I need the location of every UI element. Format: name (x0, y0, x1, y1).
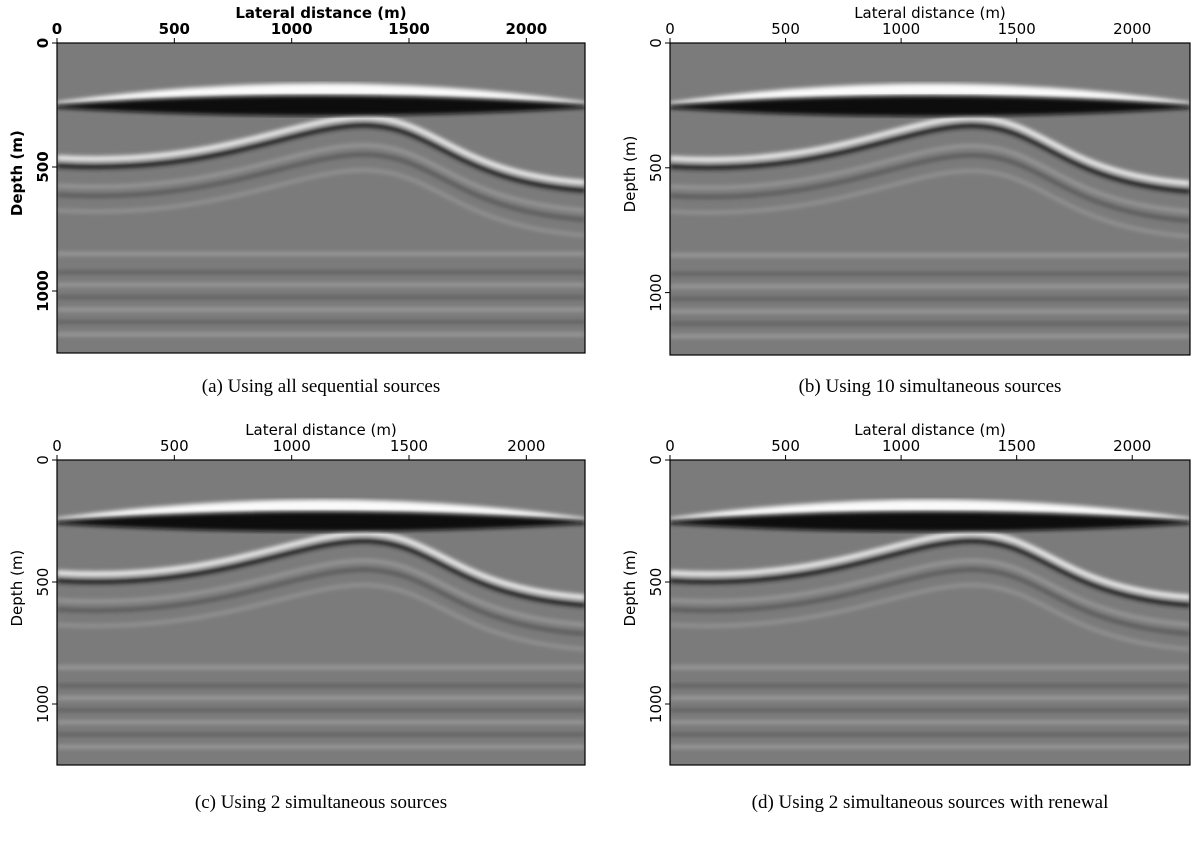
x-tick-label: 1000 (882, 20, 920, 38)
seismic-image (670, 460, 1190, 765)
dome (57, 530, 585, 600)
y-axis-label: Depth (m) (8, 550, 26, 627)
x-tick-label: 2000 (1113, 437, 1151, 455)
frame (669, 42, 1191, 356)
dome (57, 559, 585, 627)
y-tick-label: 1000 (34, 685, 52, 723)
y-tick-label: 0 (34, 455, 52, 465)
band-black (670, 96, 1190, 117)
y-tick-label: 0 (647, 455, 665, 465)
seismic-image (57, 43, 585, 353)
dome (57, 168, 585, 237)
x-tick-label: 500 (771, 20, 800, 38)
x-tick-label: 500 (160, 437, 189, 455)
dome (57, 538, 585, 608)
y-axis-label: Depth (m) (621, 550, 639, 627)
y-tick-label: 500 (647, 568, 665, 597)
band-black (57, 511, 585, 532)
dome (670, 538, 1190, 608)
caption: (b) Using 10 simultaneous sources (799, 376, 1062, 397)
dome (57, 153, 585, 222)
reflectors (57, 114, 585, 336)
x-tick-label: 1500 (998, 437, 1036, 455)
reflectors (670, 115, 1190, 338)
dome (57, 143, 585, 212)
caption: (a) Using all sequential sources (202, 376, 440, 397)
dome (57, 583, 585, 651)
dome (670, 144, 1190, 213)
dome (670, 115, 1190, 186)
dome (670, 583, 1190, 651)
x-tick-label: 1500 (388, 20, 430, 38)
y-axis-label: Depth (m) (621, 136, 639, 213)
dome (57, 114, 585, 185)
x-tick-label: 1500 (390, 437, 428, 455)
frame (669, 459, 1191, 766)
x-tick-label: 1500 (998, 20, 1036, 38)
x-tick-label: 0 (665, 437, 675, 455)
reflectors (57, 530, 585, 749)
x-tick-label: 2000 (507, 437, 545, 455)
seismic-image (57, 460, 585, 765)
x-axis-label: Lateral distance (m) (235, 4, 406, 22)
frame (56, 42, 586, 354)
caption: (d) Using 2 simultaneous sources with re… (752, 792, 1109, 813)
y-tick-label: 500 (34, 151, 52, 182)
dome (670, 559, 1190, 627)
x-axis-label: Lateral distance (m) (854, 4, 1006, 22)
y-tick-label: 500 (647, 153, 665, 182)
x-tick-label: 0 (665, 20, 675, 38)
x-tick-label: 2000 (505, 20, 547, 38)
x-tick-label: 2000 (1113, 20, 1151, 38)
band-black (57, 95, 585, 116)
x-tick-label: 500 (159, 20, 190, 38)
dome (670, 123, 1190, 194)
x-axis-label: Lateral distance (m) (854, 421, 1006, 439)
band-white (57, 83, 585, 105)
frame (56, 459, 586, 766)
reflectors (670, 530, 1190, 749)
y-tick-label: 1000 (647, 274, 665, 312)
x-tick-label: 1000 (882, 437, 920, 455)
y-tick-label: 0 (34, 38, 52, 48)
x-tick-label: 500 (771, 437, 800, 455)
dome (670, 568, 1190, 636)
dome (670, 153, 1190, 223)
dome (670, 169, 1190, 238)
x-tick-label: 0 (52, 437, 62, 455)
dome (57, 122, 585, 193)
y-tick-label: 1000 (34, 270, 52, 312)
y-axis-label: Depth (m) (8, 130, 26, 216)
x-tick-label: 1000 (273, 437, 311, 455)
x-axis-label: Lateral distance (m) (245, 421, 397, 439)
y-tick-label: 0 (647, 38, 665, 48)
band-white (57, 499, 585, 521)
caption: (c) Using 2 simultaneous sources (195, 792, 447, 813)
dome (670, 530, 1190, 600)
x-tick-label: 1000 (271, 20, 313, 38)
band-white (670, 499, 1190, 521)
y-tick-label: 1000 (647, 685, 665, 723)
x-tick-label: 0 (52, 20, 62, 38)
band-white (670, 83, 1190, 106)
y-tick-label: 500 (34, 568, 52, 597)
dome (57, 568, 585, 636)
seismic-image (670, 43, 1190, 355)
band-black (670, 511, 1190, 532)
